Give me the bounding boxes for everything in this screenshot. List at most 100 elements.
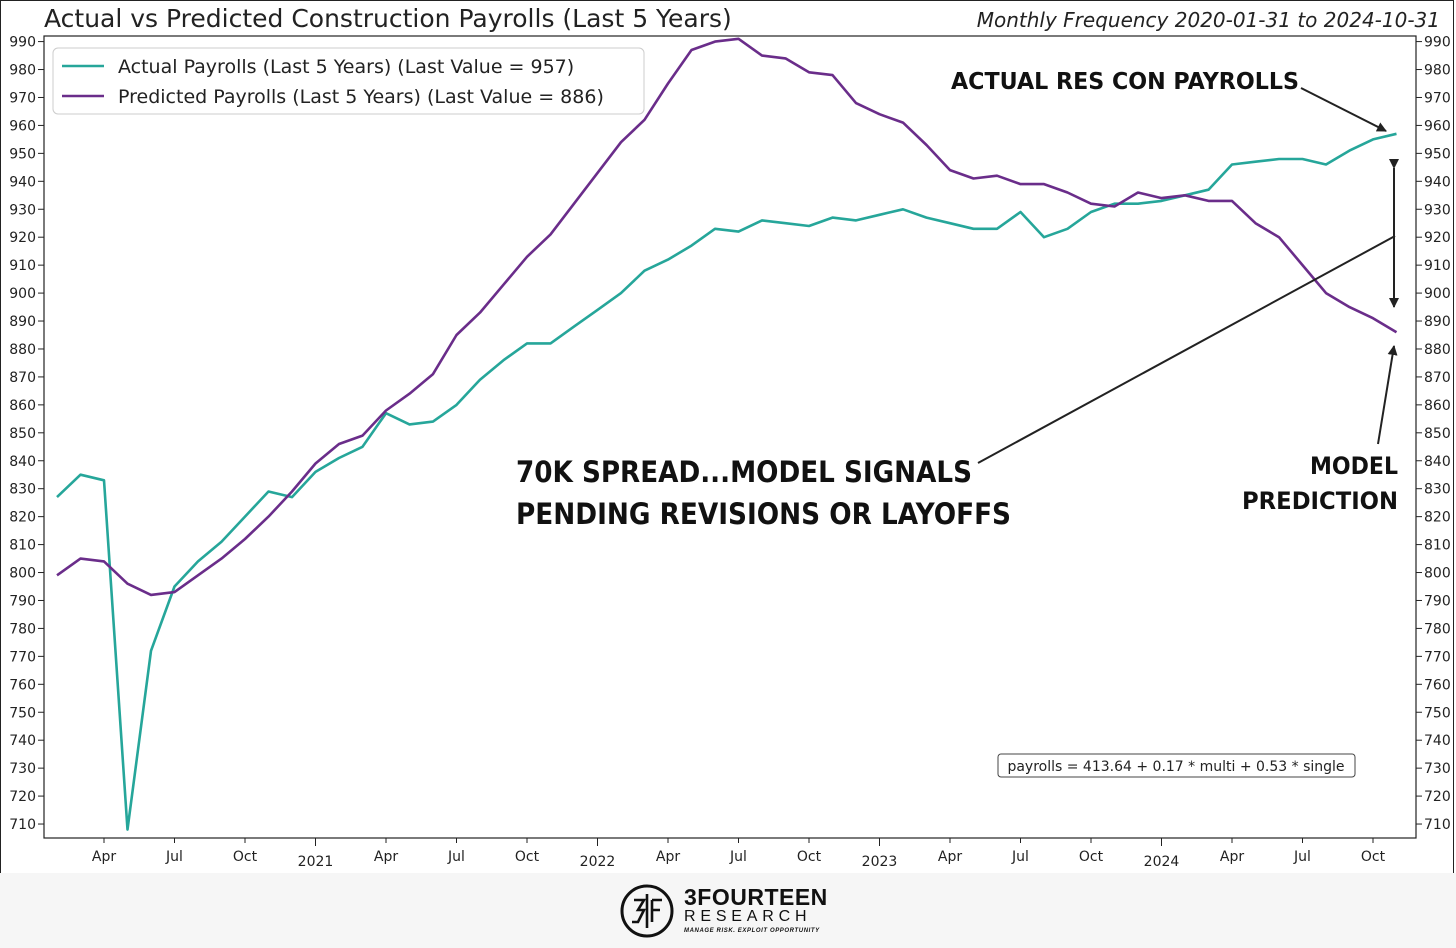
y-tick-label-right: 930 <box>1424 202 1451 218</box>
annotation-spread-pointer <box>977 235 1396 464</box>
x-tick-label: Jul <box>1011 849 1029 865</box>
annotation-spread-line-1: 70K SPREAD...MODEL SIGNALS <box>516 455 972 489</box>
y-tick-label-left: 930 <box>9 202 36 218</box>
logo-name: 3FOURTEEN <box>684 884 828 910</box>
y-tick-label-left: 940 <box>9 174 36 190</box>
y-tick-label-left: 850 <box>9 426 36 442</box>
y-tick-label-right: 710 <box>1424 817 1451 833</box>
x-tick-label: Jul <box>729 849 747 865</box>
y-tick-label-left: 750 <box>9 705 36 721</box>
y-tick-label-right: 770 <box>1424 649 1451 665</box>
y-tick-label-left: 730 <box>9 761 36 777</box>
x-tick-label: Oct <box>1361 849 1386 865</box>
x-tick-label: Apr <box>92 849 116 865</box>
y-tick-label-left: 900 <box>9 286 36 302</box>
predicted-payrolls-line <box>56 37 1398 597</box>
x-tick-label: Oct <box>233 849 258 865</box>
y-tick-label-right: 940 <box>1424 174 1451 190</box>
y-tick-label-right: 760 <box>1424 677 1451 693</box>
y-tick-label-right: 780 <box>1424 621 1451 637</box>
y-tick-label-left: 880 <box>9 342 36 358</box>
formula-box <box>997 753 1356 778</box>
y-tick-label-right: 820 <box>1424 510 1451 526</box>
plot-area <box>43 35 1417 839</box>
y-tick-label-left: 820 <box>9 510 36 526</box>
legend-box <box>52 47 645 115</box>
x-tick-label: Apr <box>1220 849 1244 865</box>
x-tick-label: 2023 <box>862 854 898 870</box>
brand-logo: 3FOURTEEN RESEARCH MANAGE RISK. EXPLOIT … <box>618 882 848 942</box>
y-tick-label-right: 840 <box>1424 454 1451 470</box>
y-tick-label-left: 810 <box>9 538 36 554</box>
legend-label-actual: Actual Payrolls (Last 5 Years) (Last Val… <box>118 56 574 78</box>
chart-subtitle: Monthly Frequency 2020-01-31 to 2024-10-… <box>976 8 1440 32</box>
x-tick-label: Oct <box>515 849 540 865</box>
y-tick-label-left: 870 <box>9 370 36 386</box>
y-tick-label-left: 830 <box>9 482 36 498</box>
y-tick-label-right: 980 <box>1424 63 1451 79</box>
y-tick-label-left: 910 <box>9 258 36 274</box>
y-tick-label-left: 770 <box>9 649 36 665</box>
y-tick-label-right: 830 <box>1424 482 1451 498</box>
x-tick-label: Oct <box>1079 849 1104 865</box>
y-tick-label-right: 850 <box>1424 426 1451 442</box>
y-tick-label-left: 860 <box>9 398 36 414</box>
y-tick-label-left: 970 <box>9 90 36 106</box>
logo-tagline: MANAGE RISK. EXPLOIT OPPORTUNITY <box>684 928 820 934</box>
logo-mark-icon <box>620 884 674 938</box>
actual-payrolls-line <box>56 132 1397 831</box>
annotation-model-arrow <box>1377 345 1398 445</box>
x-tick-label: Oct <box>797 849 822 865</box>
y-tick-label-left: 950 <box>9 146 36 162</box>
y-tick-label-right: 740 <box>1424 733 1451 749</box>
y-tick-label-right: 880 <box>1424 342 1451 358</box>
y-tick-label-left: 840 <box>9 454 36 470</box>
annotation-actual-arrow <box>1300 87 1387 132</box>
y-tick-label-left: 960 <box>9 118 36 134</box>
x-tick-label: Apr <box>656 849 680 865</box>
chart-title: Actual vs Predicted Construction Payroll… <box>44 4 732 33</box>
y-tick-label-left: 990 <box>9 35 36 51</box>
y-tick-label-right: 920 <box>1424 230 1451 246</box>
y-tick-label-left: 740 <box>9 733 36 749</box>
x-tick-label: Apr <box>938 849 962 865</box>
y-tick-label-right: 960 <box>1424 118 1451 134</box>
annotation-actual-label: ACTUAL RES CON PAYROLLS <box>951 69 1299 95</box>
logo-subtitle: RESEARCH <box>684 908 812 925</box>
y-tick-label-right: 790 <box>1424 593 1451 609</box>
formula-text: payrolls = 413.64 + 0.17 * multi + 0.53 … <box>1007 759 1344 775</box>
y-tick-label-right: 950 <box>1424 146 1451 162</box>
y-tick-label-left: 790 <box>9 593 36 609</box>
annotation-spread-line-2: PENDING REVISIONS OR LAYOFFS <box>516 497 1011 531</box>
y-tick-label-right: 810 <box>1424 538 1451 554</box>
x-tick-label: 2021 <box>298 854 334 870</box>
x-tick-label: Jul <box>447 849 465 865</box>
y-tick-label-left: 780 <box>9 621 36 637</box>
x-tick-label: Jul <box>165 849 183 865</box>
x-tick-label: 2022 <box>580 854 616 870</box>
y-tick-label-left: 980 <box>9 63 36 79</box>
y-tick-label-left: 710 <box>9 817 36 833</box>
x-tick-label: Apr <box>374 849 398 865</box>
y-tick-label-left: 720 <box>9 789 36 805</box>
annotation-model-line-1: MODEL <box>1310 452 1398 480</box>
x-tick-label: Jul <box>1293 849 1311 865</box>
y-tick-label-right: 750 <box>1424 705 1451 721</box>
y-tick-label-right: 870 <box>1424 370 1451 386</box>
annotation-model-line-2: PREDICTION <box>1242 487 1398 515</box>
y-tick-label-right: 970 <box>1424 90 1451 106</box>
y-tick-label-right: 860 <box>1424 398 1451 414</box>
legend-label-predicted: Predicted Payrolls (Last 5 Years) (Last … <box>118 86 604 108</box>
y-tick-label-right: 910 <box>1424 258 1451 274</box>
y-tick-label-right: 720 <box>1424 789 1451 805</box>
y-tick-label-right: 900 <box>1424 286 1451 302</box>
y-tick-label-left: 890 <box>9 314 36 330</box>
y-tick-label-right: 800 <box>1424 566 1451 582</box>
y-tick-label-right: 990 <box>1424 35 1451 51</box>
y-tick-label-left: 760 <box>9 677 36 693</box>
y-tick-label-right: 890 <box>1424 314 1451 330</box>
x-tick-label: 2024 <box>1144 854 1180 870</box>
y-tick-label-left: 920 <box>9 230 36 246</box>
y-tick-label-left: 800 <box>9 566 36 582</box>
